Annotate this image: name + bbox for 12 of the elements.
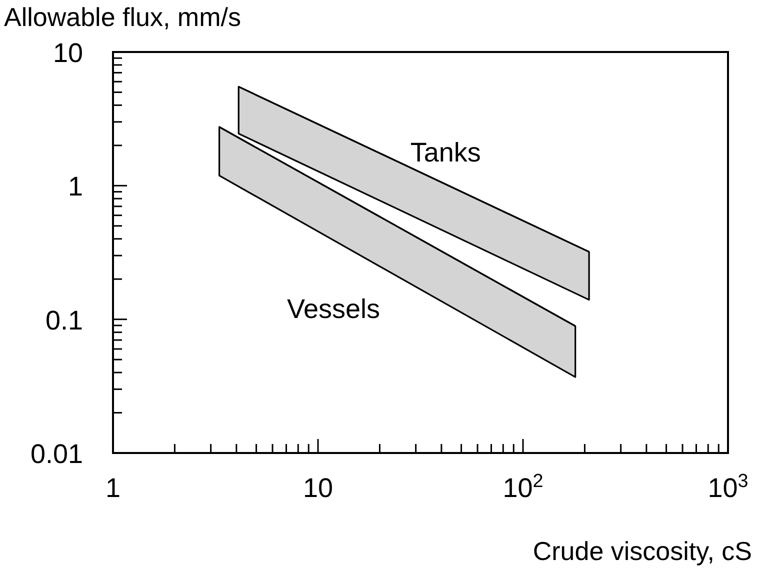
y-tick-label: 10 — [52, 38, 83, 68]
y-tick-label: 1 — [68, 172, 83, 202]
x-tick-label: 1 — [105, 473, 121, 503]
x-tick-label: 10$^{2}$ — [502, 470, 544, 503]
x-axis-title: Crude viscosity, cS — [532, 536, 752, 566]
series-label: Tanks — [410, 138, 481, 168]
x-tick-label: 10$^{3}$ — [708, 470, 748, 503]
y-axis-title: Allowable flux, mm/s — [4, 2, 241, 32]
text: Vessels — [286, 294, 380, 324]
x-tick-label: 10 — [302, 473, 334, 503]
y-tick-label: 0.01 — [30, 439, 83, 469]
y-tick-label: 0.1 — [45, 305, 83, 336]
